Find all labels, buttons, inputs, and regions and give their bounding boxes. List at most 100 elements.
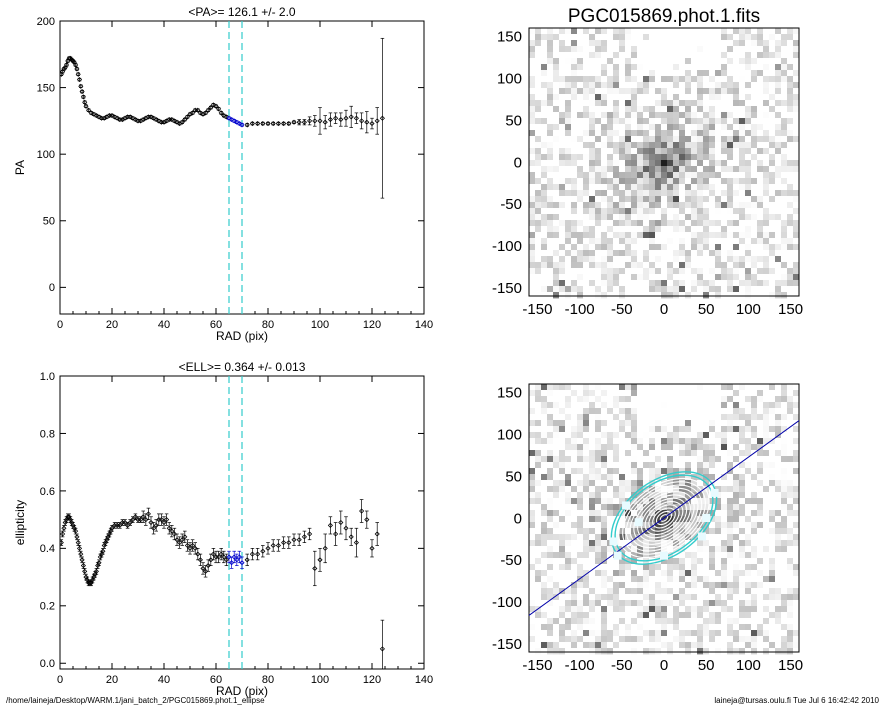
pixel bbox=[721, 244, 728, 251]
pixel bbox=[691, 220, 698, 227]
pixel bbox=[709, 172, 716, 179]
pixel bbox=[643, 58, 650, 65]
pixel bbox=[667, 292, 674, 299]
pixel bbox=[727, 154, 734, 161]
pixel bbox=[685, 390, 692, 397]
pixel bbox=[577, 244, 584, 251]
pixel bbox=[571, 208, 578, 215]
pixel bbox=[745, 58, 752, 65]
pixel bbox=[535, 88, 542, 95]
pixel bbox=[727, 402, 734, 409]
pixel bbox=[655, 88, 662, 95]
pixel bbox=[643, 546, 650, 553]
pixel bbox=[769, 100, 776, 107]
pixel bbox=[589, 468, 596, 475]
pixel bbox=[535, 420, 542, 427]
pixel bbox=[529, 534, 536, 541]
pixel bbox=[727, 522, 734, 529]
pixel bbox=[583, 202, 590, 209]
pixel bbox=[589, 172, 596, 179]
pixel bbox=[613, 618, 620, 625]
pixel bbox=[769, 112, 776, 119]
pixel bbox=[583, 396, 590, 403]
y-tick-label: 0 bbox=[514, 154, 522, 171]
pixel bbox=[655, 28, 662, 35]
pixel bbox=[589, 148, 596, 155]
pixel bbox=[613, 408, 620, 415]
pixel bbox=[613, 256, 620, 263]
pixel bbox=[529, 522, 536, 529]
pixel bbox=[763, 408, 770, 415]
pixel bbox=[697, 274, 704, 281]
pixel bbox=[571, 106, 578, 113]
pixel bbox=[679, 34, 686, 41]
pixel bbox=[619, 426, 626, 433]
pixel bbox=[757, 292, 764, 299]
pixel bbox=[559, 280, 566, 287]
pixel bbox=[667, 274, 674, 281]
pixel bbox=[559, 606, 566, 613]
pixel bbox=[787, 444, 794, 451]
pixel bbox=[655, 432, 662, 439]
pixel bbox=[601, 106, 608, 113]
pixel bbox=[619, 462, 626, 469]
pixel bbox=[541, 28, 548, 35]
pixel bbox=[613, 28, 620, 35]
pixel bbox=[745, 142, 752, 149]
pixel bbox=[631, 414, 638, 421]
pixel bbox=[733, 160, 740, 167]
pixel bbox=[637, 106, 644, 113]
pixel bbox=[535, 190, 542, 197]
pixel bbox=[727, 612, 734, 619]
pixel bbox=[577, 510, 584, 517]
pixel bbox=[649, 262, 656, 269]
pixel bbox=[763, 28, 770, 35]
data-point bbox=[338, 116, 344, 123]
pixel bbox=[781, 516, 788, 523]
pixel bbox=[793, 100, 800, 107]
x-tick-label: 50 bbox=[698, 657, 715, 674]
pixel bbox=[601, 184, 608, 191]
pixel bbox=[685, 444, 692, 451]
pixel bbox=[661, 274, 668, 281]
pixel bbox=[553, 40, 560, 47]
pixel bbox=[667, 402, 674, 409]
pixel bbox=[787, 112, 794, 119]
pixel bbox=[751, 202, 758, 209]
pixel bbox=[775, 540, 782, 547]
pixel bbox=[691, 46, 698, 53]
data-point bbox=[343, 115, 349, 121]
pixel bbox=[625, 46, 632, 53]
pixel bbox=[649, 106, 656, 113]
pixel bbox=[769, 420, 776, 427]
pixel bbox=[679, 160, 686, 167]
pixel bbox=[739, 82, 746, 89]
pixel bbox=[745, 504, 752, 511]
pixel bbox=[643, 166, 650, 173]
pixel bbox=[625, 172, 632, 179]
pixel bbox=[745, 420, 752, 427]
pixel bbox=[553, 178, 560, 185]
pixel bbox=[577, 558, 584, 565]
pixel bbox=[775, 462, 782, 469]
pixel bbox=[793, 262, 800, 269]
pixel bbox=[757, 498, 764, 505]
pixel bbox=[643, 100, 650, 107]
pixel bbox=[673, 76, 680, 83]
pixel bbox=[763, 262, 770, 269]
pixel bbox=[643, 504, 650, 511]
pixel bbox=[781, 190, 788, 197]
pixel bbox=[685, 82, 692, 89]
pixel bbox=[571, 516, 578, 523]
pixel bbox=[571, 148, 578, 155]
pixel bbox=[577, 184, 584, 191]
pixel bbox=[685, 70, 692, 77]
pixel bbox=[655, 468, 662, 475]
pixel bbox=[619, 274, 626, 281]
pixel bbox=[529, 588, 536, 595]
pixel bbox=[553, 612, 560, 619]
pixel bbox=[739, 576, 746, 583]
pixel bbox=[775, 64, 782, 71]
y-tick-label: 0.8 bbox=[40, 428, 55, 440]
pixel bbox=[745, 214, 752, 221]
